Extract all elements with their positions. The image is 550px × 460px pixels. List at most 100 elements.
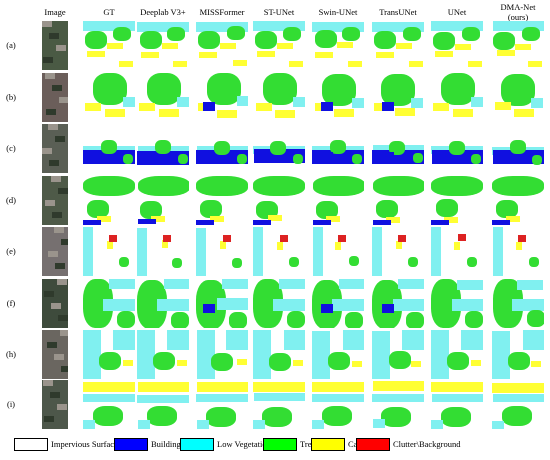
segmentation-map (372, 73, 424, 122)
aerial-image (42, 380, 68, 429)
class-region (312, 420, 324, 429)
segmentation-map (492, 21, 544, 70)
class-region (119, 61, 133, 67)
image-texture (43, 380, 53, 386)
column-header: Image (44, 7, 66, 17)
segmentation-map (431, 380, 483, 429)
legend-swatch (114, 438, 148, 451)
class-region (447, 352, 469, 370)
image-texture (60, 330, 68, 336)
class-region (139, 103, 155, 111)
error-region (382, 152, 394, 161)
class-region (147, 406, 177, 426)
class-region (287, 311, 305, 328)
class-region (117, 311, 135, 328)
class-region (93, 73, 127, 105)
class-region (137, 330, 155, 379)
image-texture (42, 21, 52, 27)
class-region (389, 141, 405, 155)
legend-label: Impervious Surface (51, 439, 118, 449)
class-region (492, 382, 544, 393)
segmentation-map (83, 73, 135, 122)
segmentation-map (83, 330, 135, 379)
class-region (374, 31, 396, 49)
class-region (253, 21, 305, 31)
segmentation-map (431, 21, 483, 70)
class-region (229, 312, 247, 328)
class-region (93, 406, 123, 426)
class-region (372, 21, 424, 32)
row-label: (f) (6, 297, 16, 308)
class-region (162, 240, 168, 248)
row-label: (i) (6, 398, 16, 409)
segmentation-map (83, 227, 135, 276)
class-region (339, 279, 364, 289)
class-region (385, 216, 400, 223)
class-region (167, 27, 185, 41)
class-region (220, 43, 236, 49)
segmentation-map (253, 124, 305, 173)
segmentation-map (196, 330, 248, 379)
class-region (531, 98, 543, 108)
class-region (444, 217, 458, 223)
class-region (431, 382, 483, 392)
class-region (514, 109, 534, 117)
class-region (517, 280, 543, 290)
class-region (222, 234, 231, 242)
segmentation-map (492, 380, 544, 429)
class-region (348, 61, 362, 67)
class-region (293, 154, 303, 164)
class-region (237, 96, 248, 106)
class-region (515, 241, 522, 250)
class-region (289, 61, 303, 67)
image-texture (51, 176, 61, 182)
class-region (119, 257, 129, 267)
class-region (315, 200, 338, 219)
segmentation-map (431, 73, 483, 122)
class-region (523, 330, 544, 350)
segmentation-map (492, 176, 544, 225)
segmentation-map (312, 279, 364, 328)
class-region (177, 97, 189, 107)
segmentation-map (196, 124, 248, 173)
image-texture (42, 148, 52, 154)
segmentation-map (372, 227, 424, 276)
segmentation-map (137, 176, 189, 225)
class-region (113, 330, 135, 350)
class-region (396, 43, 412, 49)
class-region (167, 330, 189, 350)
class-region (85, 103, 101, 111)
segmentation-map (253, 73, 305, 122)
segmentation-map (492, 330, 544, 379)
class-region (372, 176, 424, 196)
class-region (207, 73, 241, 105)
class-region (155, 140, 171, 154)
class-region (253, 227, 263, 276)
class-region (138, 219, 156, 224)
class-region (83, 420, 95, 429)
class-region (402, 26, 421, 41)
class-region (372, 219, 391, 225)
row-label: (a) (6, 39, 16, 50)
class-region (139, 30, 162, 49)
segmentation-map (372, 176, 424, 225)
class-region (351, 97, 364, 108)
segmentation-map (196, 21, 248, 70)
image-texture (45, 200, 55, 206)
class-region (349, 256, 359, 266)
class-region (253, 176, 305, 196)
legend-label: Building (151, 439, 181, 449)
row-label: (d) (6, 194, 16, 205)
class-region (515, 44, 531, 50)
class-region (352, 154, 362, 164)
class-region (289, 257, 299, 267)
class-region (312, 22, 364, 32)
class-region (492, 220, 510, 225)
error-region (321, 152, 333, 161)
class-region (113, 27, 131, 41)
aerial-image (42, 279, 68, 328)
image-texture (48, 124, 58, 130)
class-region (492, 176, 544, 196)
segmentation-map (137, 330, 189, 379)
class-region (105, 109, 125, 117)
